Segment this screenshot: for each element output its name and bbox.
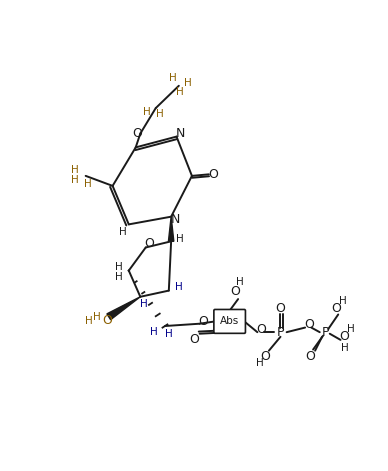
Text: H: H (150, 327, 158, 337)
Text: H: H (339, 296, 347, 306)
Text: H: H (71, 175, 79, 185)
Text: O: O (144, 237, 154, 250)
Text: O: O (332, 302, 341, 315)
Text: Abs: Abs (220, 317, 239, 326)
Text: H: H (115, 262, 123, 272)
Text: O: O (305, 350, 315, 363)
FancyBboxPatch shape (214, 309, 246, 333)
Text: O: O (340, 330, 349, 343)
Text: H: H (165, 329, 173, 339)
Text: H: H (177, 234, 184, 244)
Text: H: H (85, 316, 93, 325)
Text: H: H (169, 73, 177, 83)
Text: H: H (140, 300, 148, 309)
Text: H: H (175, 282, 183, 292)
Text: H: H (347, 324, 355, 334)
Text: H: H (156, 109, 164, 119)
Text: O: O (304, 318, 314, 331)
Text: H: H (184, 79, 192, 89)
Text: H: H (71, 165, 79, 175)
Text: O: O (189, 333, 199, 346)
Text: P: P (321, 325, 329, 339)
Text: H: H (119, 227, 126, 237)
Text: H: H (256, 358, 263, 368)
Text: O: O (199, 315, 208, 328)
Text: O: O (275, 302, 286, 315)
Text: H: H (177, 87, 184, 97)
Text: O: O (102, 314, 112, 327)
Polygon shape (107, 297, 140, 320)
Text: N: N (176, 127, 185, 140)
Text: H: H (84, 179, 92, 188)
Polygon shape (168, 217, 174, 241)
Text: H: H (115, 272, 123, 282)
Text: O: O (132, 127, 142, 140)
Text: H: H (93, 312, 100, 322)
Text: H: H (341, 342, 348, 353)
Text: H: H (143, 107, 151, 117)
Text: H: H (236, 277, 244, 287)
Text: O: O (230, 285, 240, 298)
Text: N: N (170, 213, 180, 226)
Text: O: O (256, 324, 266, 336)
Text: O: O (260, 349, 270, 363)
Text: P: P (277, 325, 284, 339)
Text: O: O (208, 168, 218, 181)
